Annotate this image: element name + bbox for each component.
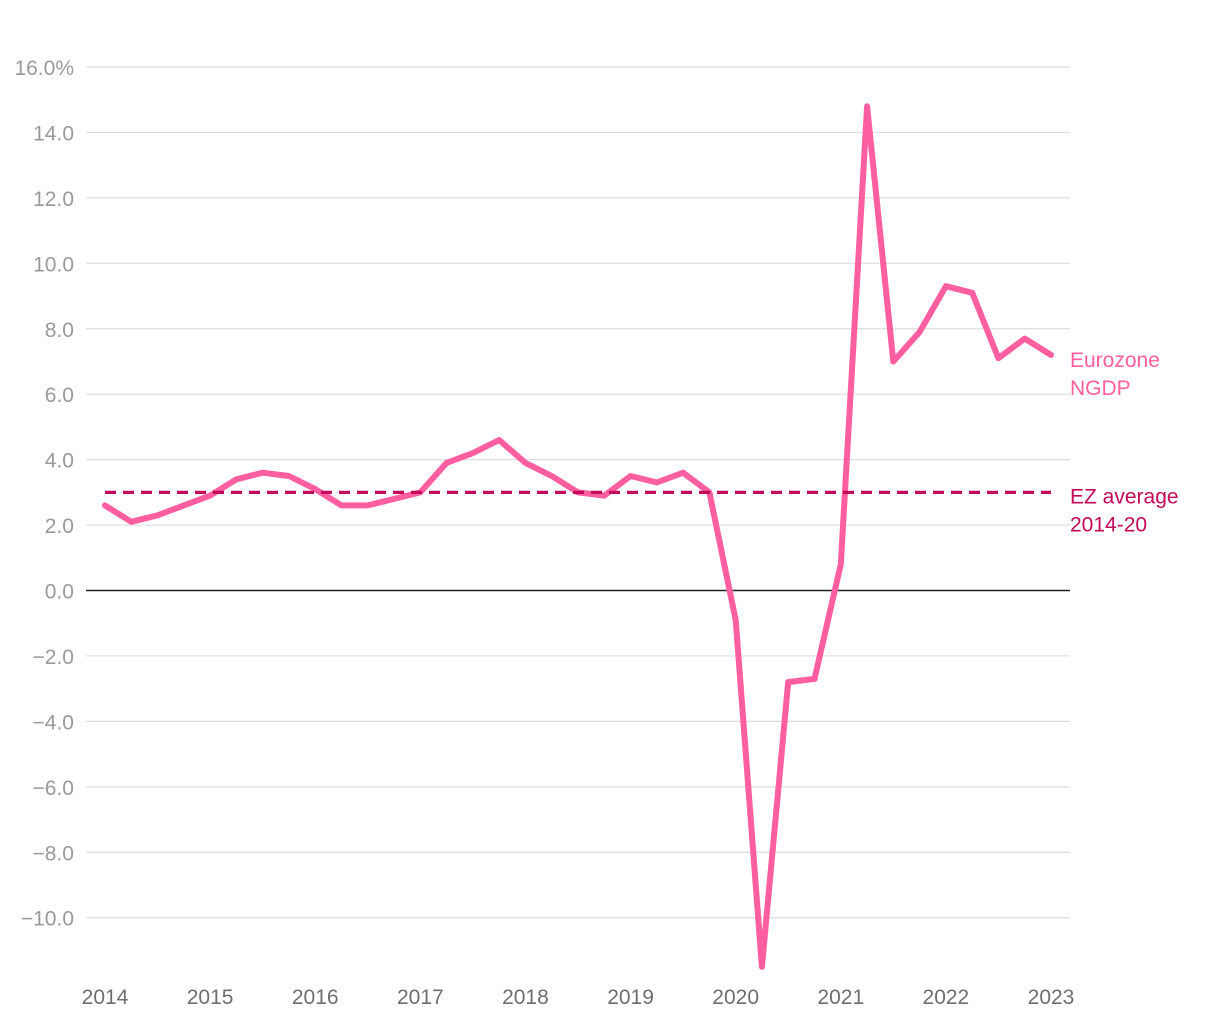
x-tick-label: 2017 — [397, 986, 444, 1009]
x-axis-ticks: 2014 2015 2016 2017 2018 2019 2020 2021 2022 2023 — [82, 986, 1075, 1009]
x-tick-label: 2019 — [607, 986, 654, 1009]
y-tick-label: −4.0 — [33, 711, 74, 734]
y-tick-label: 6.0 — [45, 384, 74, 407]
y-tick-label: −2.0 — [33, 646, 74, 669]
x-tick-label: 2016 — [292, 986, 339, 1009]
eurozone-ngdp-label: NGDP — [1070, 377, 1131, 400]
y-tick-label: −6.0 — [33, 777, 74, 800]
x-tick-label: 2022 — [923, 986, 970, 1009]
y-tick-label: −10.0 — [21, 908, 74, 931]
y-tick-label: −8.0 — [33, 842, 74, 865]
x-tick-label: 2015 — [187, 986, 234, 1009]
eurozone-ngdp-label: Eurozone — [1070, 349, 1160, 372]
x-tick-label: 2020 — [712, 986, 759, 1009]
series-labels: Eurozone NGDP EZ average 2014-20 — [1070, 349, 1179, 536]
x-tick-label: 2021 — [817, 986, 864, 1009]
y-tick-label: 16.0% — [14, 57, 74, 80]
eurozone-ngdp-line — [102, 103, 1054, 970]
x-tick-label: 2014 — [82, 986, 129, 1009]
y-tick-label: 2.0 — [45, 515, 74, 538]
y-tick-label: 4.0 — [45, 450, 74, 473]
gridlines — [86, 66, 1070, 919]
y-tick-label: 14.0 — [33, 122, 74, 145]
y-tick-label: 12.0 — [33, 188, 74, 211]
series-lines — [102, 103, 1054, 970]
y-tick-label: 8.0 — [45, 319, 74, 342]
x-tick-label: 2023 — [1028, 986, 1075, 1009]
y-tick-label: 0.0 — [45, 581, 74, 604]
ez-average-label: EZ average — [1070, 485, 1179, 508]
ez-average-label: 2014-20 — [1070, 513, 1147, 536]
y-tick-label: 10.0 — [33, 253, 74, 276]
y-axis-ticks: 16.0% 14.0 12.0 10.0 8.0 6.0 4.0 2.0 0.0 −2.0 −4.0… — [14, 57, 74, 931]
x-tick-label: 2018 — [502, 986, 549, 1009]
